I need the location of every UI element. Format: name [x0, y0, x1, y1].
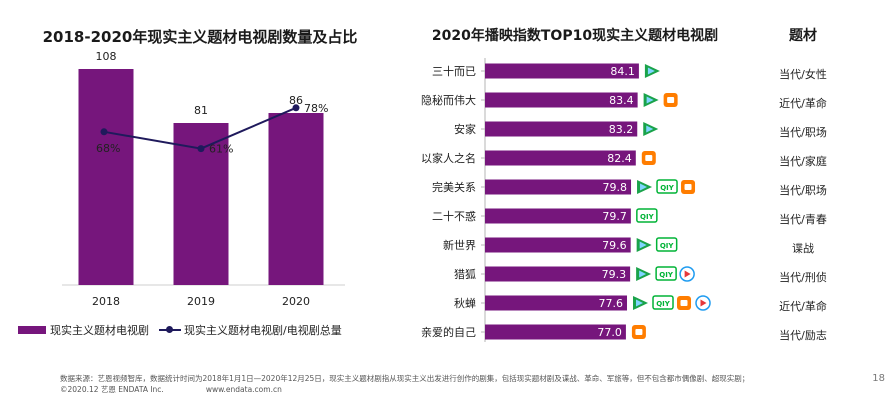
source-line-1: 数据来源：艺恩视频智库，数据统计时间为2018年1月1日—2020年12月25日…	[60, 374, 750, 383]
iqiyi-icon-mark: QIY	[660, 242, 675, 250]
left-chart-title: 2018-2020年现实主义题材电视剧数量及占比	[42, 28, 358, 46]
count-value-label: 86	[289, 94, 303, 107]
tencent-video-icon-inner	[646, 125, 654, 133]
genre-label: 当代/职场	[779, 183, 827, 197]
ratio-label: 68%	[96, 142, 120, 155]
drama-name-label: 秋蝉	[454, 296, 476, 310]
iqiyi-icon	[652, 295, 674, 310]
count-value-label: 108	[96, 50, 117, 63]
index-value-label: 77.0	[597, 326, 622, 339]
tencent-video-icon-inner	[636, 299, 644, 307]
genre-label: 当代/女性	[779, 67, 827, 81]
genre-label: 当代/青春	[779, 212, 827, 226]
index-value-label: 82.4	[607, 152, 632, 165]
index-bar	[485, 266, 631, 282]
mgtv-icon-inner	[684, 184, 692, 190]
iqiyi-icon-mark: QIY	[660, 184, 675, 192]
index-bar	[485, 63, 639, 79]
right-chart-title: 2020年播映指数TOP10现实主义题材电视剧	[431, 28, 719, 44]
mgtv-icon-inner	[635, 329, 643, 335]
iqiyi-icon-mark: QIY	[640, 213, 655, 221]
index-value-label: 77.6	[599, 297, 624, 310]
iqiyi-icon	[636, 208, 658, 223]
mgtv-icon-inner	[680, 300, 688, 306]
genre-column-header: 题材	[789, 28, 817, 44]
iqiyi-icon-mark: QIY	[659, 271, 674, 279]
mgtv-icon-inner	[645, 155, 653, 161]
year-tick-label: 2019	[187, 295, 215, 308]
drama-name-label: 安家	[454, 122, 476, 136]
index-value-label: 83.2	[609, 123, 634, 136]
source-copyright: ©2020.12 艺恩 ENDATA Inc.	[60, 385, 164, 394]
iqiyi-icon-mark: QIY	[656, 300, 671, 308]
year-tick-label: 2020	[282, 295, 310, 308]
index-value-label: 79.7	[602, 210, 627, 223]
index-bar	[485, 237, 631, 253]
tencent-video-icon-inner	[640, 183, 648, 191]
index-bar	[485, 208, 631, 224]
legend-bar-swatch	[18, 326, 46, 334]
genre-label: 近代/革命	[779, 299, 827, 313]
year-tick-label: 2018	[92, 295, 120, 308]
genre-label: 当代/职场	[779, 125, 827, 139]
tencent-video-icon-inner	[647, 67, 655, 75]
youku-icon-inner	[684, 270, 691, 278]
index-value-label: 79.6	[602, 239, 627, 252]
index-value-label: 83.4	[609, 94, 634, 107]
index-bar	[485, 150, 636, 166]
drama-name-label: 隐秘而伟大	[421, 93, 476, 107]
ratio-point	[292, 104, 300, 112]
legend-line-swatch	[159, 326, 181, 334]
index-value-label: 79.8	[603, 181, 628, 194]
source-note: 数据来源：艺恩视频智库，数据统计时间为2018年1月1日—2020年12月25日…	[60, 373, 860, 395]
genre-label: 谍战	[792, 242, 814, 255]
index-bar	[485, 324, 626, 340]
drama-name-label: 猎狐	[454, 267, 476, 281]
genre-label: 当代/家庭	[779, 154, 827, 168]
genre-label: 近代/革命	[779, 96, 827, 110]
tencent-video-icon-inner	[639, 270, 647, 278]
index-bar	[485, 92, 638, 108]
ratio-label: 78%	[304, 102, 328, 115]
ratio-point	[197, 145, 205, 153]
iqiyi-icon	[655, 266, 677, 281]
iqiyi-icon	[656, 179, 678, 194]
page-number: 18	[872, 373, 885, 384]
left-chart-legend: 现实主义题材电视剧 现实主义题材电视剧/电视剧总量	[18, 322, 342, 338]
drama-name-label: 亲爱的自己	[421, 325, 476, 339]
drama-name-label: 新世界	[443, 238, 476, 252]
tencent-video-icon-inner	[646, 96, 654, 104]
ratio-label: 61%	[209, 143, 233, 156]
index-bar	[485, 295, 628, 311]
index-bar	[485, 179, 632, 195]
youku-icon-inner	[700, 299, 707, 307]
drama-name-label: 完美关系	[432, 180, 476, 194]
legend-bar-label: 现实主义题材电视剧	[50, 324, 149, 337]
mgtv-icon-inner	[667, 97, 675, 103]
source-url: www.endata.com.cn	[205, 385, 282, 394]
count-bar	[78, 69, 134, 285]
legend-line-label: 现实主义题材电视剧/电视剧总量	[184, 324, 342, 337]
index-value-label: 79.3	[602, 268, 627, 281]
genre-label: 当代/刑侦	[779, 270, 827, 284]
tencent-video-icon-inner	[639, 241, 647, 249]
genre-label: 当代/励志	[779, 328, 827, 342]
index-value-label: 84.1	[610, 65, 635, 78]
iqiyi-icon	[655, 237, 678, 252]
drama-name-label: 二十不惑	[432, 209, 476, 223]
drama-name-label: 以家人之名	[421, 151, 476, 165]
index-bar	[485, 121, 638, 137]
count-value-label: 81	[194, 104, 208, 117]
ratio-point	[100, 128, 108, 136]
count-bar	[268, 113, 324, 285]
drama-name-label: 三十而已	[432, 64, 476, 78]
